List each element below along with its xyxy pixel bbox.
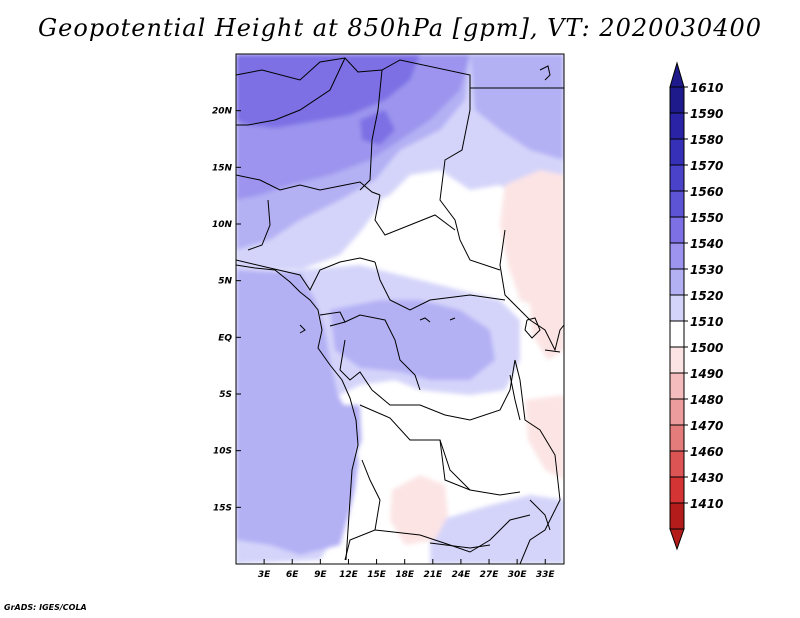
x-tick-label: 30E — [508, 570, 528, 580]
colorbar-label: 1520 — [690, 289, 723, 303]
field-warm-east — [500, 170, 564, 310]
colorbar-label: 1510 — [690, 315, 723, 329]
x-tick-label: 33E — [536, 570, 556, 580]
colorbar-label: 1470 — [690, 419, 723, 433]
x-tick-label: 12E — [339, 570, 359, 580]
colorbar-max-arrow — [669, 61, 685, 88]
x-tick-label: 21E — [423, 570, 443, 580]
colorbar-label: 1410 — [690, 497, 723, 511]
field-medium-central — [330, 300, 495, 380]
colorbar-label: 1480 — [690, 393, 723, 407]
colorbar-label: 1570 — [690, 159, 723, 173]
colorbar-label: 1610 — [690, 81, 723, 95]
colorbar-swatch — [669, 346, 685, 374]
y-tick-label: 10S — [213, 447, 232, 457]
colorbar-swatch — [669, 450, 685, 478]
colorbar-swatch — [669, 86, 685, 114]
y-tick-label: 10N — [212, 220, 233, 230]
field-medium-west — [236, 270, 360, 555]
y-tick-label: 20N — [212, 107, 233, 117]
colorbar-swatch — [669, 424, 685, 452]
colorbar-swatch — [669, 320, 685, 348]
map-frame — [235, 53, 565, 565]
x-tick-label: 3E — [258, 570, 271, 580]
field-darker-blob — [360, 110, 395, 145]
colorbar-label: 1490 — [690, 367, 723, 381]
colorbar-label: 1560 — [690, 185, 723, 199]
field-warm-lakes — [530, 295, 564, 360]
x-tick-label: 6E — [286, 570, 299, 580]
x-tick-label: 15E — [367, 570, 387, 580]
colorbar: 1610 1590 1580 1570 1560 1550 1540 1530 1520 1510… — [669, 61, 723, 551]
colorbar-swatch — [669, 190, 685, 218]
y-tick-label: EQ — [218, 333, 232, 343]
colorbar-swatch — [669, 398, 685, 426]
colorbar-swatch — [669, 164, 685, 192]
colorbar-label: 1460 — [690, 445, 723, 459]
x-tick-label: 9E — [314, 570, 327, 580]
colorbar-label: 1540 — [690, 237, 723, 251]
colorbar-label: 1530 — [690, 263, 723, 277]
colorbar-swatch — [669, 372, 685, 400]
x-tick-label: 18E — [395, 570, 415, 580]
colorbar-label: 1550 — [690, 211, 723, 225]
field-medium-northeast — [470, 54, 564, 160]
colorbar-label: 1430 — [690, 471, 723, 485]
grads-credit: GrADS: IGES/COLA — [4, 603, 87, 612]
colorbar-swatch — [669, 294, 685, 322]
x-tick-label: 27E — [480, 570, 500, 580]
field-warm-south — [390, 475, 448, 545]
country-boundaries — [236, 57, 564, 564]
colorbar-swatch — [669, 242, 685, 270]
colorbar-swatch — [669, 476, 685, 504]
field-medium-coast — [330, 405, 362, 480]
colorbar-min-arrow — [669, 528, 685, 551]
colorbar-swatch — [669, 138, 685, 166]
colorbar-label: 1500 — [690, 341, 723, 355]
y-tick-label: 5S — [219, 390, 232, 400]
plot-title: Geopotential Height at 850hPa [gpm], VT:… — [38, 14, 762, 42]
colorbar-swatch — [669, 502, 685, 530]
y-tick-label: 5N — [218, 277, 232, 287]
colorbar-swatch — [669, 216, 685, 244]
geopotential-field — [236, 54, 564, 564]
axis-ticks: 3E 6E 9E 12E 15E 18E 21E 24E 27E 30E 33E 20N 15N 10N 5… — [212, 107, 556, 580]
y-tick-label: 15N — [212, 163, 233, 173]
colorbar-label: 1590 — [690, 107, 723, 121]
colorbar-swatch — [669, 112, 685, 140]
x-tick-label: 24E — [452, 570, 472, 580]
coastline — [236, 65, 551, 561]
y-tick-label: 15S — [213, 503, 232, 513]
colorbar-label: 1580 — [690, 133, 723, 147]
colorbar-swatch — [669, 268, 685, 296]
field-neutral-center — [380, 180, 480, 290]
